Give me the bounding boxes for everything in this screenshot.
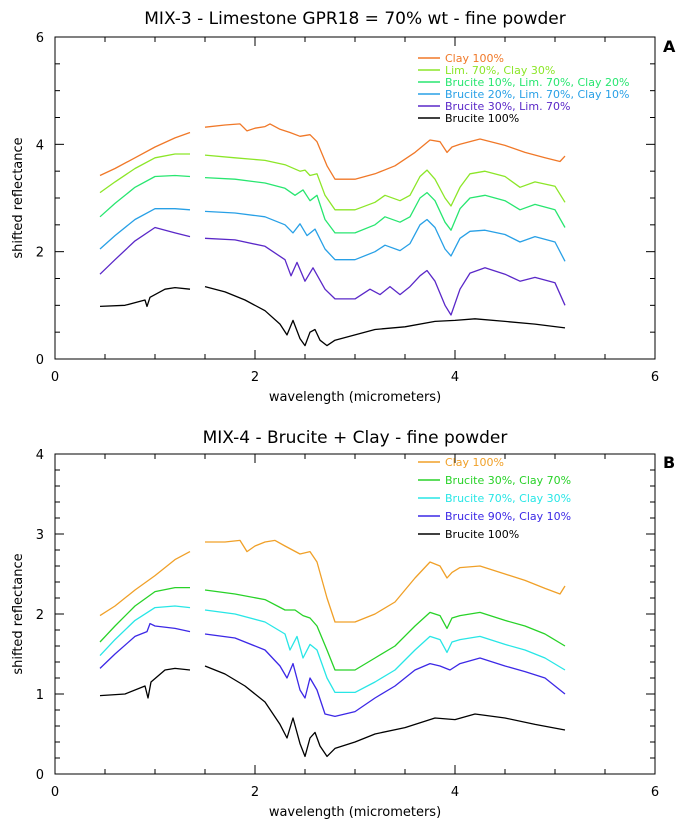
p2-legend-label: Brucite 70%, Clay 30% [445, 492, 571, 505]
p1-legend-label: Brucite 20%, Lim. 70%, Clay 10% [445, 88, 629, 101]
p1-series-line [99, 226, 191, 275]
p1-x-tick-label: 4 [451, 370, 459, 385]
p1-y-tick-label: 0 [36, 353, 44, 368]
p1-y-tick-label: 6 [36, 31, 44, 46]
p2-series-line [205, 539, 566, 623]
p1-x-axis-label: wavelength (micrometers) [269, 390, 441, 405]
p2-series-line [99, 551, 191, 617]
p1-y-axis-label: shifted reflectance [11, 137, 26, 258]
p2-legend-label: Brucite 90%, Clay 10% [445, 510, 571, 523]
p1-title: MIX-3 - Limestone GPR18 = 70% wt - fine … [144, 9, 565, 29]
p2-y-tick-label: 4 [36, 448, 44, 463]
p1-series-line [204, 123, 566, 180]
p1-y-tick-label: 2 [36, 246, 44, 261]
p2-legend-label: Brucite 100% [445, 528, 519, 541]
p1-series-line [204, 176, 566, 234]
p2-y-tick-label: 2 [36, 608, 44, 623]
p1-series-line [99, 153, 190, 194]
p2-y-tick-label: 3 [36, 528, 44, 543]
p2-legend-label: Brucite 30%, Clay 70% [445, 474, 571, 487]
p1-legend-label: Brucite 30%, Lim. 70% [445, 100, 571, 113]
p2-y-axis-label: shifted reflectance [11, 553, 26, 674]
p1-x-tick-label: 2 [251, 370, 259, 385]
p1-series-line [99, 286, 191, 308]
p2-x-axis-label: wavelength (micrometers) [269, 805, 441, 820]
p2-series-line [204, 665, 566, 758]
p1-series-line [99, 131, 191, 177]
p1-x-tick-label: 6 [651, 370, 659, 385]
p2-series-line [99, 605, 191, 657]
p1-legend-label: Brucite 10%, Lim. 70%, Clay 20% [445, 76, 629, 89]
p2-title: MIX-4 - Brucite + Clay - fine powder [203, 428, 508, 448]
p1-series-line [99, 208, 191, 250]
p2-x-tick-label: 6 [651, 785, 659, 800]
p1-series-line [204, 210, 566, 262]
p1-legend-label: Clay 100% [445, 52, 504, 65]
p2-panel-letter: B [663, 453, 675, 472]
p1-series-line [99, 174, 191, 218]
p1-panel-letter: A [663, 37, 676, 56]
p1-y-tick-label: 4 [36, 138, 44, 153]
p2-y-tick-label: 1 [36, 688, 44, 703]
p1-x-tick-label: 0 [51, 370, 59, 385]
p2-series-line [99, 667, 191, 699]
p1-series-line [204, 285, 566, 347]
p2-legend-label: Clay 100% [445, 456, 504, 469]
p1-series-line [204, 154, 566, 211]
p2-series-line [99, 622, 191, 669]
p2-series-line [99, 586, 190, 643]
p2-series-line [204, 609, 566, 694]
p1-series-line [204, 237, 566, 316]
p2-y-tick-label: 0 [36, 768, 44, 783]
p2-series-line [204, 633, 566, 718]
p2-x-tick-label: 2 [251, 785, 259, 800]
p1-legend-label: Lim. 70%, Clay 30% [445, 64, 555, 77]
p2-x-tick-label: 4 [451, 785, 459, 800]
p2-series-line [204, 589, 566, 671]
p1-legend-label: Brucite 100% [445, 112, 519, 125]
p2-x-tick-label: 0 [51, 785, 59, 800]
